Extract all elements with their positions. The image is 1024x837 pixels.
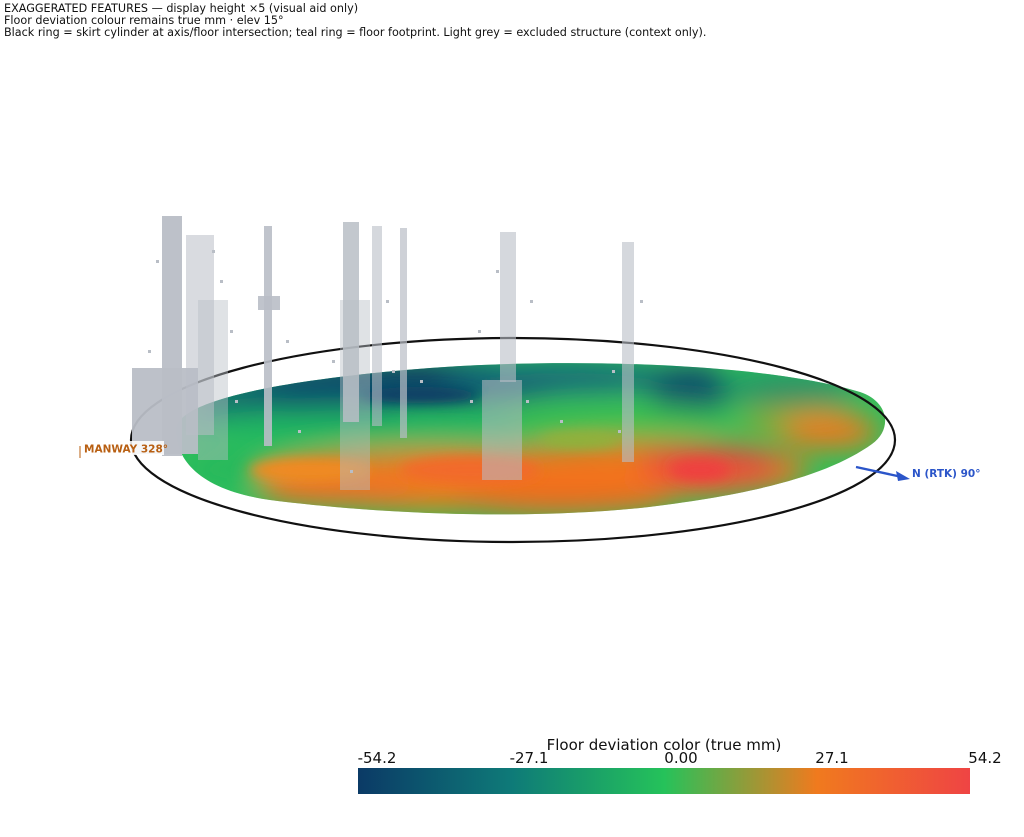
header-subtitle: Floor deviation colour remains true mm ·…	[4, 14, 284, 27]
colorbar-tick-max: 54.2	[968, 749, 1002, 767]
colorbar-title: Floor deviation color (true mm)	[546, 736, 782, 754]
colorbar-gradient	[358, 768, 970, 794]
colorbar-tick-high: 27.1	[815, 749, 849, 767]
excluded-structure-scatter	[148, 250, 643, 473]
manway-marker: MANWAY 328°	[79, 441, 168, 458]
north-label: N (RTK) 90°	[912, 468, 980, 480]
colorbar-tick-min: -54.2	[357, 749, 397, 767]
colorbar-tick-low: -27.1	[509, 749, 549, 767]
manway-label: MANWAY 328°	[84, 444, 168, 456]
north-arrow: N (RTK) 90°	[855, 465, 980, 481]
header-legend-note: Black ring = skirt cylinder at axis/floo…	[4, 26, 707, 39]
excluded-structure	[132, 216, 634, 490]
header-title: EXAGGERATED FEATURES — display height ×5…	[4, 2, 359, 15]
colorbar-tick-mid: 0.00	[664, 749, 698, 767]
